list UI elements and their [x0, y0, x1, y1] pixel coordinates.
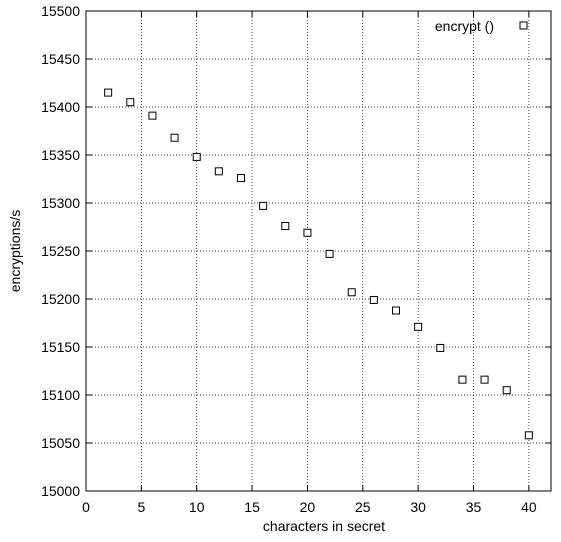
- y-tick-label: 15350: [41, 147, 80, 163]
- data-point: [347, 288, 356, 297]
- data-point: [369, 295, 378, 304]
- data-point: [259, 201, 268, 210]
- axis-ticks: 0 5 10 15 20 25 30 35 40 15000 15050 15100 15150 1520…: [41, 3, 551, 515]
- data-point: [126, 98, 135, 107]
- y-tick-label: 15100: [41, 387, 80, 403]
- x-axis-label: characters in secret: [263, 518, 385, 534]
- data-point: [237, 174, 245, 183]
- legend-marker: [519, 21, 528, 30]
- y-tick-label: 15450: [41, 51, 80, 67]
- data-points: [104, 88, 533, 440]
- data-point: [170, 133, 179, 142]
- data-point: [104, 88, 113, 97]
- x-tick-label: 40: [521, 499, 537, 515]
- data-point: [325, 249, 334, 258]
- x-tick-label: 15: [244, 499, 260, 515]
- y-tick-label: 15200: [41, 291, 80, 307]
- data-point: [436, 343, 445, 352]
- y-tick-label: 15150: [41, 339, 80, 355]
- y-tick-label: 15050: [41, 435, 80, 451]
- y-axis-label: encryptions/s: [7, 210, 23, 292]
- data-point: [281, 222, 290, 231]
- x-tick-label: 5: [137, 499, 145, 515]
- data-point: [414, 322, 423, 331]
- data-point: [392, 306, 400, 315]
- x-tick-label: 25: [355, 499, 371, 515]
- x-tick-label: 35: [466, 499, 482, 515]
- legend: encrypt (): [435, 18, 528, 34]
- x-tick-label: 0: [82, 499, 90, 515]
- x-tick-label: 10: [189, 499, 205, 515]
- y-tick-label: 15300: [41, 195, 80, 211]
- data-point: [480, 375, 489, 384]
- y-tick-label: 15500: [41, 3, 80, 19]
- data-point: [303, 228, 312, 237]
- legend-label: encrypt (): [435, 18, 494, 34]
- grid-lines: [86, 11, 551, 491]
- x-tick-label: 20: [300, 499, 316, 515]
- data-point: [148, 111, 157, 120]
- y-tick-label: 15250: [41, 243, 80, 259]
- data-point: [214, 167, 223, 176]
- data-point: [524, 431, 533, 440]
- data-point: [502, 386, 511, 395]
- x-tick-label: 30: [410, 499, 426, 515]
- data-point: [458, 375, 467, 384]
- y-tick-label: 15000: [41, 483, 80, 499]
- data-point: [192, 152, 201, 161]
- y-tick-label: 15400: [41, 99, 80, 115]
